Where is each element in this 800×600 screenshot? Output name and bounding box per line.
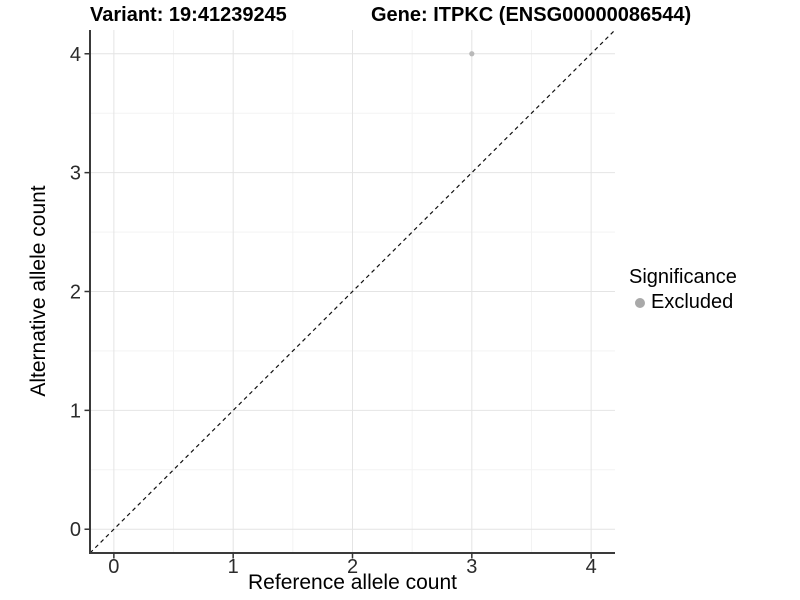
- legend-item-label: Excluded: [651, 291, 734, 313]
- y-axis-label: Alternative allele count: [27, 185, 50, 397]
- gene-title: Gene: ITPKC (ENSG00000086544): [371, 4, 692, 26]
- plot-panel: 0 1 2 3 4 0 1 2 3 4: [70, 29, 616, 578]
- x-axis-label: Reference allele count: [248, 571, 457, 594]
- x-tick-label: 4: [586, 556, 597, 578]
- identity-reference-line: [89, 29, 616, 554]
- variant-title: Variant: 19:41239245: [90, 4, 287, 26]
- x-tick-label: 0: [108, 556, 119, 578]
- y-tick-label: 1: [70, 400, 81, 422]
- y-tick-label: 3: [70, 163, 81, 185]
- legend: Significance Excluded: [629, 266, 737, 314]
- y-tick-label: 0: [70, 519, 81, 541]
- x-tick-label: 1: [228, 556, 239, 578]
- plot-area: 0 1 2 3 4 0 1 2 3 4: [70, 29, 616, 578]
- x-tick-label: 2: [347, 556, 358, 578]
- x-tick-label: 3: [466, 556, 477, 578]
- legend-dot-icon: [635, 297, 645, 308]
- y-tick-label: 2: [70, 282, 81, 304]
- legend-item-excluded: Excluded: [629, 291, 737, 314]
- legend-title: Significance: [629, 266, 737, 288]
- data-point: [469, 51, 475, 57]
- y-tick-label: 4: [70, 44, 81, 66]
